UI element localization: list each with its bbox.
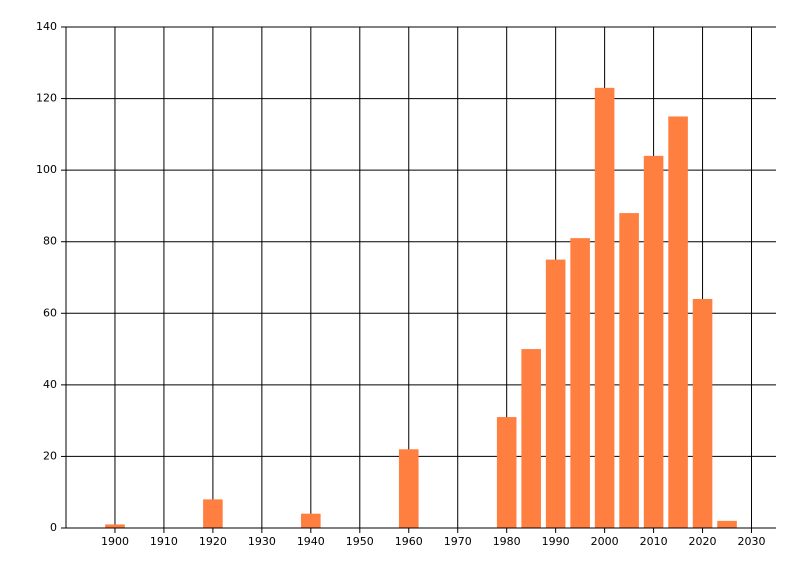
x-tick-label: 1970: [444, 535, 472, 548]
x-tick-label: 1920: [199, 535, 227, 548]
bar: [643, 155, 664, 529]
y-tick-label: 0: [50, 521, 57, 534]
y-tick-label: 140: [36, 20, 57, 33]
bar: [668, 116, 688, 528]
bar: [203, 499, 223, 528]
x-tick-label: 2020: [689, 535, 717, 548]
x-tick-label: 2010: [640, 535, 668, 548]
x-tick-label: 2030: [738, 535, 766, 548]
y-tick-label: 80: [43, 235, 57, 248]
x-tick-label: 1950: [346, 535, 374, 548]
bar: [594, 87, 615, 528]
x-tick-label: 1900: [101, 535, 129, 548]
x-tick-label: 2000: [591, 535, 619, 548]
x-tick-label: 1910: [150, 535, 178, 548]
x-tick-label: 1960: [395, 535, 423, 548]
bar: [398, 449, 419, 528]
bar: [692, 298, 713, 528]
x-tick-label: 1930: [248, 535, 276, 548]
bar: [105, 524, 125, 528]
bar: [301, 513, 321, 528]
y-tick-label: 100: [36, 163, 57, 176]
bar: [521, 349, 541, 528]
x-tick-label: 1980: [493, 535, 521, 548]
bar: [717, 520, 737, 528]
y-tick-label: 120: [36, 92, 57, 105]
bar: [496, 417, 517, 528]
x-tick-label: 1990: [542, 535, 570, 548]
bar: [619, 213, 639, 529]
bar: [545, 259, 566, 528]
bar: [570, 238, 590, 528]
y-tick-label: 20: [43, 449, 57, 462]
x-tick-label: 1940: [297, 535, 325, 548]
y-tick-label: 40: [43, 378, 57, 391]
y-tick-label: 60: [43, 306, 57, 319]
